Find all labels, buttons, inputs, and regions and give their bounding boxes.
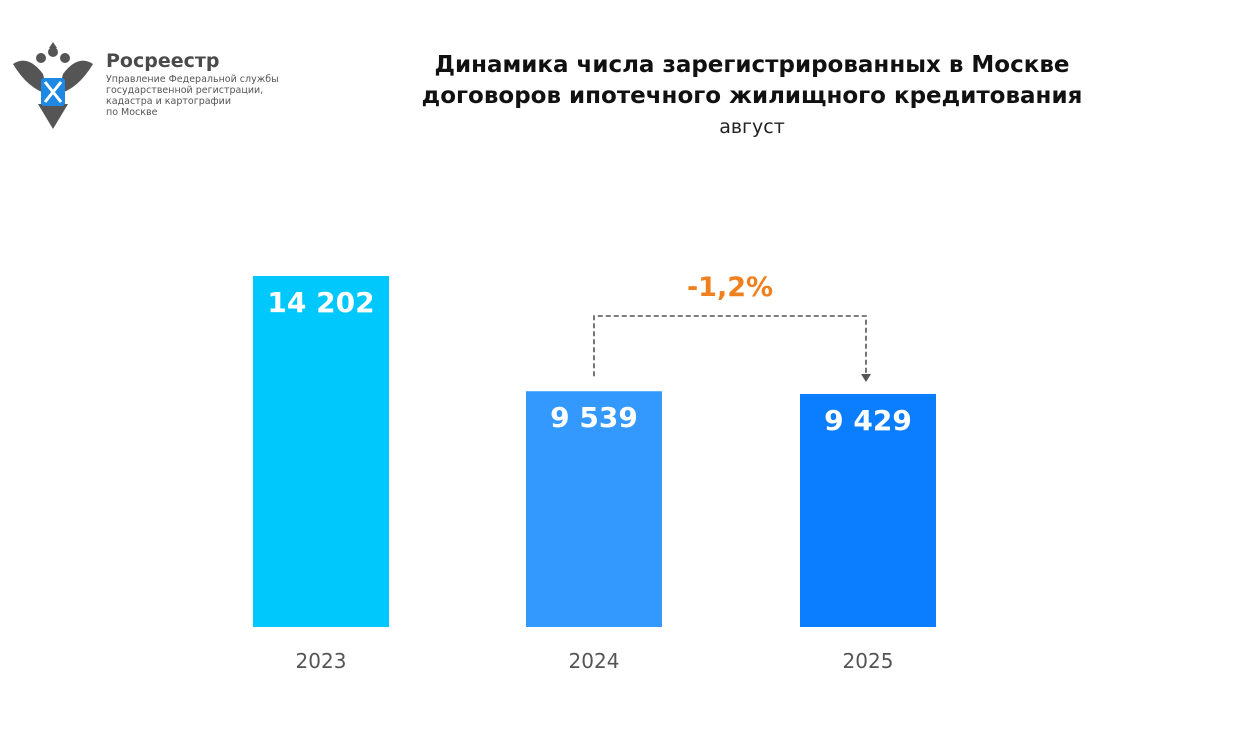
org-name: Управление Федеральной службы государств…	[106, 74, 306, 118]
org-line: по Москве	[106, 107, 158, 118]
data-label: 9 429	[824, 404, 912, 437]
chart-title: Динамика числа зарегистрированных в Моск…	[380, 50, 1124, 112]
x-tick-label: 2023	[296, 649, 347, 673]
org-line: Управление Федеральной службы	[106, 74, 279, 85]
change-percent-label: -1,2%	[687, 272, 773, 303]
bar-2023	[253, 276, 389, 627]
org-line: государственной регистрации,	[106, 85, 264, 96]
x-tick-label: 2025	[843, 649, 894, 673]
chart-subtitle: август	[719, 116, 785, 138]
data-label: 9 539	[550, 401, 638, 434]
arrow-down-icon	[861, 373, 871, 382]
change-connector-line	[593, 315, 867, 377]
bar-2024	[526, 391, 662, 627]
title-line: договоров ипотечного жилищного кредитова…	[421, 83, 1083, 109]
title-line: Динамика числа зарегистрированных в Моск…	[434, 52, 1070, 78]
rosreestr-emblem-logo	[13, 42, 93, 129]
x-tick-label: 2024	[569, 649, 620, 673]
data-label: 14 202	[267, 286, 374, 319]
brand-name: Росреестр	[106, 50, 220, 72]
org-line: кадастра и картографии	[106, 96, 232, 107]
bar-2025	[800, 393, 936, 627]
